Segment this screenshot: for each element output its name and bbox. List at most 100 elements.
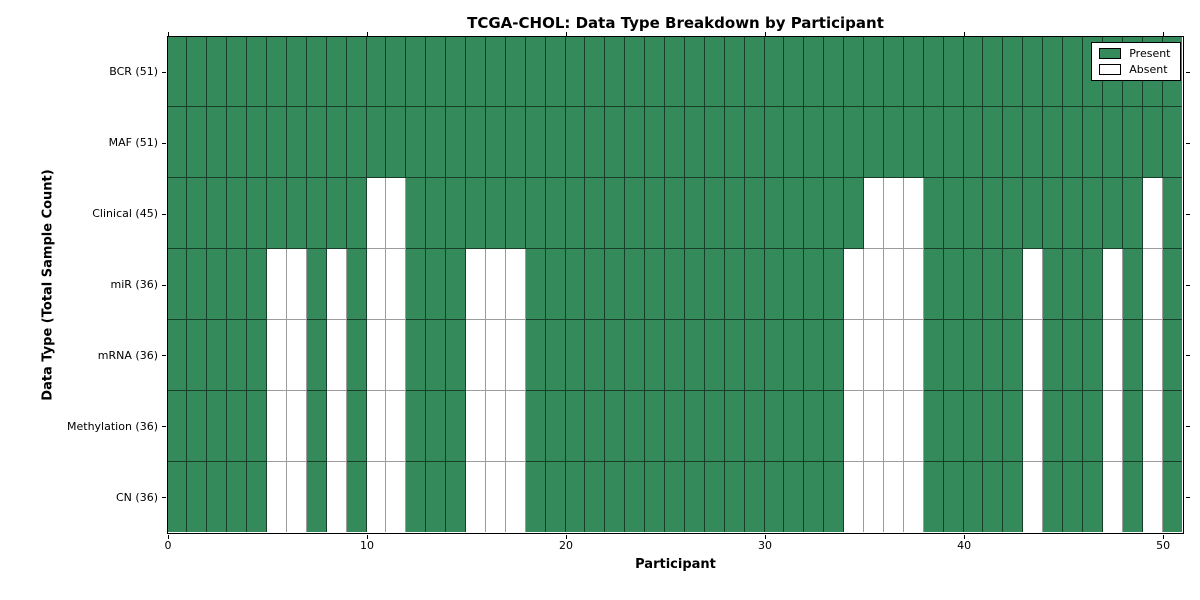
heatmap-cell [426,107,447,179]
heatmap-cell [1063,107,1083,179]
heatmap-cell [1003,461,1024,533]
heatmap-cell [1122,178,1143,250]
y-tick-label: BCR (51) [109,65,158,79]
heatmap-cell [187,178,208,250]
heatmap-cell [306,107,327,179]
heatmap-cell [167,107,188,179]
heatmap-cell [286,249,307,320]
heatmap-cell [744,390,765,462]
heatmap-cell [903,249,924,320]
heatmap-cell [704,107,725,179]
heatmap-cell [247,319,267,391]
heatmap-cell [665,107,685,179]
heatmap-cell [227,319,248,391]
heatmap-cell [963,178,984,250]
heatmap-cell [923,390,944,462]
heatmap-cell [983,319,1004,391]
heatmap-cell [306,36,327,108]
heatmap-cell [943,319,964,391]
heatmap-cell [923,319,944,391]
x-axis-tick-top [366,31,368,36]
heatmap-cell [1142,107,1163,179]
heatmap-cell [704,390,725,462]
x-axis-tick-top [167,31,169,36]
heatmap-cell [883,461,904,533]
heatmap-cell [923,249,944,320]
y-tick-label: miR (36) [110,278,159,291]
heatmap-cell [525,107,546,179]
heatmap-cell [406,390,427,462]
heatmap-cell [645,390,666,462]
heatmap-cell [1003,36,1024,108]
heatmap-cell [466,461,486,533]
heatmap-cell [227,461,248,533]
y-axis-tick [161,355,166,357]
heatmap-cell [1162,249,1183,320]
x-axis-tick-top [565,31,567,36]
heatmap-cell [1082,461,1103,533]
heatmap-cell [983,107,1004,179]
heatmap-cell [406,107,427,179]
heatmap-cell [485,178,506,250]
heatmap-cell [485,390,506,462]
heatmap-cell [824,178,845,250]
present-swatch-icon [1099,47,1122,59]
heatmap-cell [585,390,606,462]
legend-item-present: Present [1099,46,1171,60]
y-axis-tick-right [1185,426,1190,428]
heatmap-cell [784,178,805,250]
heatmap-cell [903,390,924,462]
heatmap-cell [804,461,825,533]
legend-label-present: Present [1129,46,1171,60]
heatmap-cell [187,390,208,462]
heatmap-cell [167,390,188,462]
y-axis-tick [161,497,166,499]
heatmap-cell [207,107,228,179]
heatmap-cell [864,390,884,462]
heatmap-cell [545,461,566,533]
legend: Present Absent [1091,41,1181,81]
heatmap-cell [267,390,287,462]
heatmap-cell [446,178,467,250]
heatmap-cell [1082,249,1103,320]
heatmap-cell [207,178,228,250]
heatmap-cell [963,36,984,108]
heatmap-cell [565,178,586,250]
heatmap-cell [565,36,586,108]
heatmap-cell [1003,249,1024,320]
heatmap-cell [505,249,526,320]
heatmap-cell [605,249,626,320]
heatmap-cell [366,107,387,179]
heatmap-cell [724,390,745,462]
x-tick-label: 0 [164,539,172,552]
heatmap-cell [167,249,188,320]
heatmap-cell [406,249,427,320]
heatmap-cell [1122,319,1143,391]
heatmap-cell [1122,390,1143,462]
heatmap-cell [545,249,566,320]
heatmap-cell [286,461,307,533]
heatmap-cell [426,249,447,320]
heatmap-cell [804,390,825,462]
heatmap-cell [784,319,805,391]
heatmap-cell [326,319,347,391]
heatmap-cell [804,107,825,179]
heatmap-cell [505,178,526,250]
heatmap-cell [724,107,745,179]
x-tick-label: 30 [758,539,773,552]
heatmap-cell [784,36,805,108]
heatmap-cell [625,178,646,250]
heatmap-cell [525,178,546,250]
heatmap-cell [525,249,546,320]
heatmap-cell [764,36,785,108]
heatmap-cell [1063,319,1083,391]
heatmap-cell [207,319,228,391]
heatmap-cell [983,390,1004,462]
heatmap-cell [545,390,566,462]
heatmap-cell [1063,390,1083,462]
heatmap-cell [585,249,606,320]
heatmap-cell [366,319,387,391]
y-tick-label: mRNA (36) [97,348,158,362]
heatmap-cell [1023,319,1044,391]
heatmap-cell [505,461,526,533]
